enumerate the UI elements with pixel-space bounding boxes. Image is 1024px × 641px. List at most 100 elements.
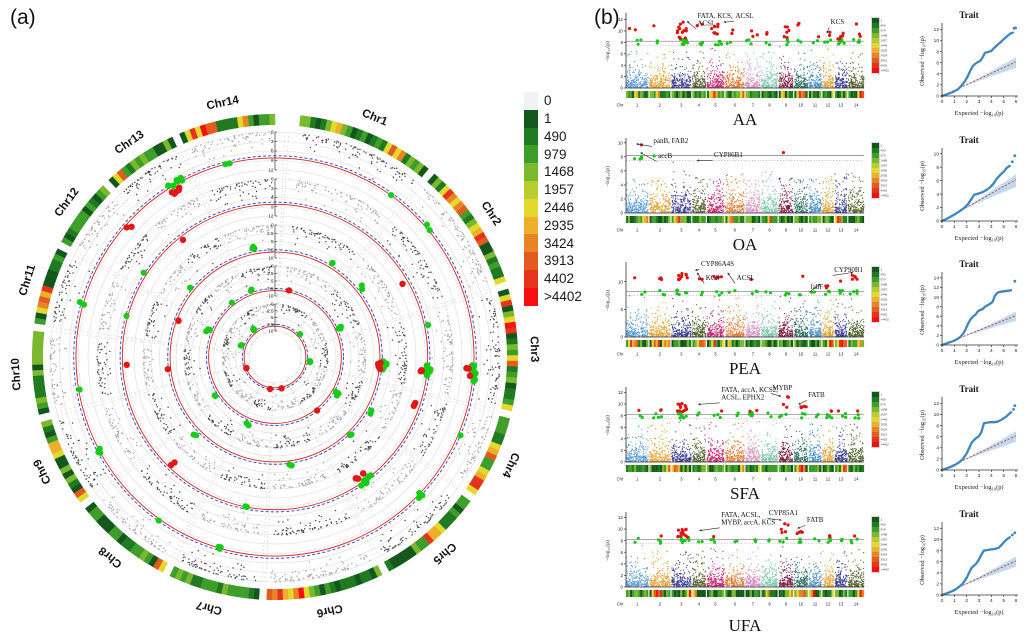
x-tick-label: 4 (698, 477, 701, 482)
significant-snp-green (767, 539, 771, 543)
density-strip-segment (715, 216, 718, 223)
radial-axis-tick: 0 (271, 130, 274, 135)
radial-axis-tick: 5 (271, 315, 274, 320)
chromosome-points-3 (671, 420, 692, 463)
chromosome-label: Chr14 (206, 94, 241, 112)
snp-density-ring-segment (134, 155, 145, 169)
significant-snp-green (816, 413, 820, 417)
mini-legend-swatch (872, 437, 879, 442)
significant-snp-green (677, 292, 681, 297)
density-strip-segment (644, 91, 647, 98)
density-strip-segment (798, 216, 802, 223)
density-strip-segment (829, 91, 832, 98)
y-tick-label: 4 (936, 324, 939, 330)
y-tick-label: 2 (620, 74, 623, 79)
snp-density-ring-segment (44, 429, 57, 439)
significant-snp-red (714, 276, 718, 280)
density-strip-segment (861, 91, 865, 98)
chromosome-points-10 (793, 294, 809, 338)
snp-density-ring-segment (92, 509, 105, 522)
legend-swatch (524, 163, 538, 181)
density-strip-segment (711, 590, 714, 597)
circular-track-PEA-chr4 (370, 389, 402, 429)
radial-axis-tick: 2.5 (267, 308, 274, 313)
snp-density-ring-segment (108, 176, 120, 189)
gene-annotation: CYP86A4S (701, 260, 734, 268)
significant-snp-red (850, 277, 854, 281)
density-strip-segment (740, 91, 743, 98)
density-strip-segment (706, 91, 710, 98)
y-tick-label: 6 (936, 559, 939, 565)
snp-density-ring-segment (449, 196, 462, 209)
significant-snp-red (785, 25, 789, 29)
snp-density-ring-segment (67, 478, 81, 489)
y-tick-label: 8 (936, 49, 939, 55)
density-strip-segment (715, 465, 718, 472)
density-strip-segment (758, 216, 761, 223)
chromosome-points-14 (847, 423, 865, 463)
confidence-band (955, 556, 1016, 589)
density-strip-segment (634, 91, 637, 98)
density-strip-segment (680, 216, 683, 223)
significant-snp (358, 482, 365, 489)
density-strip-segment (701, 216, 704, 223)
density-strip-segment (638, 91, 641, 98)
density-strip-segment (664, 590, 667, 597)
x-tick-label: 4 (698, 228, 701, 233)
confidence-band (955, 311, 1016, 340)
significant-snp (307, 358, 314, 365)
density-strip-segment (836, 216, 840, 223)
density-strip-segment (753, 340, 757, 347)
density-strip-segment (819, 590, 822, 597)
significant-snp (376, 365, 384, 373)
circular-track-SFA-chr8 (207, 414, 234, 436)
significant-snp (466, 372, 474, 380)
density-strip-segment (763, 590, 766, 597)
snp-density-ring-segment (465, 218, 478, 229)
mini-legend-swatch (872, 18, 879, 23)
snp-density-ring-segment (54, 454, 67, 465)
density-strip-segment (794, 91, 797, 98)
significant-snp-red (678, 277, 682, 281)
snp-density-ring-segment (147, 146, 159, 160)
density-strip-segment (761, 590, 764, 597)
significant-snp (410, 402, 417, 409)
significant-snp-red (659, 534, 663, 538)
density-strip-segment (719, 340, 723, 347)
significant-snp-red (659, 408, 663, 412)
density-strip-segment (775, 590, 778, 597)
snp-density-ring-segment (116, 532, 128, 545)
significant-snp-green (683, 291, 688, 295)
radial-axis-tick: 6 (271, 149, 274, 154)
x-tick-label: 4 (990, 99, 993, 105)
density-strip-segment (790, 340, 794, 347)
density-strip-segment (826, 465, 830, 472)
snp-density-ring-segment (215, 120, 224, 133)
snp-density-ring-segment (174, 568, 185, 581)
mini-legend-value: 3424 (881, 179, 888, 183)
significant-snp-green (681, 416, 685, 420)
significant-snp (424, 369, 431, 377)
density-strip-segment (630, 216, 633, 223)
snp-density-ring-segment (91, 193, 104, 205)
snp-density-ring-segment (313, 584, 321, 597)
mini-legend-value: 979 (881, 154, 886, 158)
density-strip-segment (657, 465, 661, 472)
snp-density-ring-segment (344, 125, 354, 138)
snp-density-ring-segment (476, 236, 489, 247)
chromosome-points-5 (706, 422, 725, 463)
y-axis-label: −log₁₀(p) (604, 41, 611, 62)
density-strip-segment (666, 465, 669, 472)
density-strip-segment (850, 91, 853, 98)
snp-density-ring-segment (430, 525, 442, 538)
significant-snp-green (733, 540, 737, 544)
annotation-arrow (697, 402, 720, 406)
x-tick-label: 10 (799, 103, 804, 108)
x-tick-label: 4 (698, 352, 701, 357)
density-strip-segment (686, 216, 690, 223)
y-axis-label: −log₁₀(p) (604, 415, 611, 436)
significant-snp-green (683, 539, 687, 543)
x-tick-label: 14 (854, 103, 859, 108)
x-tick-label: 12 (826, 352, 831, 357)
mini-legend-swatch (872, 302, 879, 307)
